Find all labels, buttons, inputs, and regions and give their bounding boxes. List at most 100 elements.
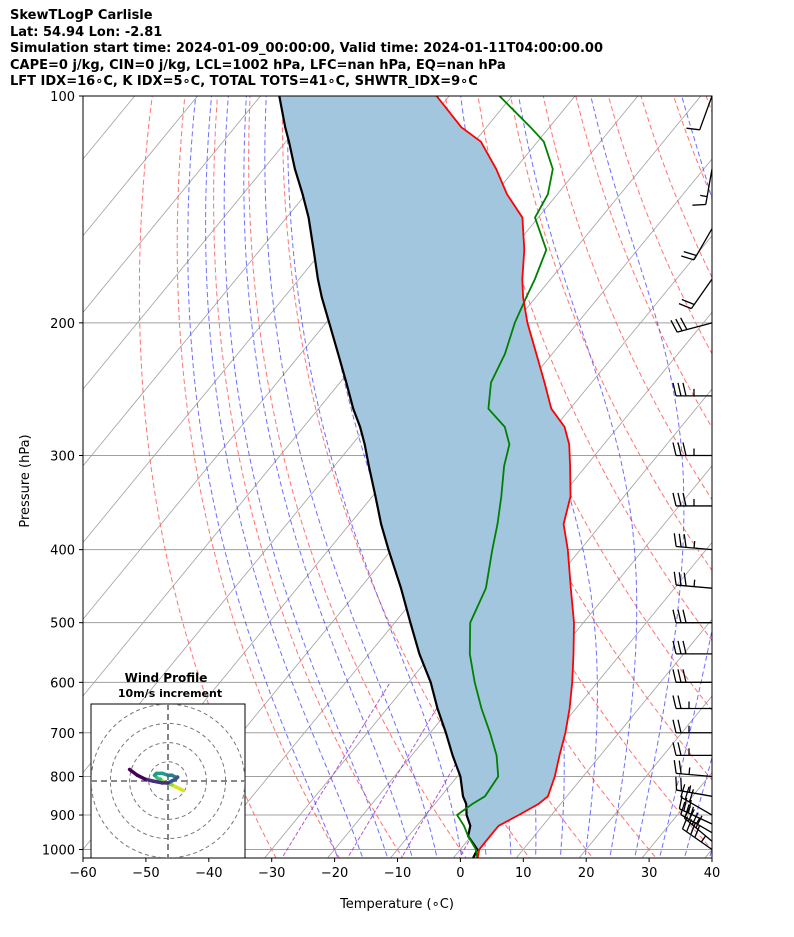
barb-shaft bbox=[680, 814, 713, 834]
barb-half-flag bbox=[700, 194, 708, 198]
barb-flag bbox=[680, 801, 686, 815]
moist-adiabat bbox=[708, 847, 712, 858]
wind-barb bbox=[686, 95, 713, 131]
location-line: Lat: 54.94 Lon: -2.81 bbox=[10, 24, 163, 40]
wind-barb bbox=[672, 442, 712, 457]
barb-flag bbox=[672, 695, 677, 709]
y-tick-label: 500 bbox=[50, 617, 75, 632]
barb-shaft bbox=[676, 789, 713, 797]
wind-barb bbox=[681, 228, 713, 261]
x-axis-label: Temperature (∘C) bbox=[339, 897, 454, 912]
barb-flag bbox=[682, 669, 687, 683]
barb-shaft bbox=[693, 228, 713, 261]
header: SkewTLogP Carlisle Lat: 54.94 Lon: -2.81… bbox=[10, 8, 603, 91]
barb-flag bbox=[686, 819, 693, 832]
wind-barb bbox=[672, 742, 712, 757]
barb-flag bbox=[680, 777, 683, 791]
wind-barb bbox=[672, 640, 712, 655]
x-tick-label: 20 bbox=[578, 866, 595, 881]
barb-flag bbox=[672, 442, 677, 456]
wind-barb bbox=[672, 695, 712, 710]
axes: −60 −50 −40 −30 −20 −10 0 10 20 30 40 1000 900 800 700… bbox=[42, 90, 720, 881]
isotherm-line bbox=[744, 23, 794, 887]
moist-adiabat bbox=[223, 96, 389, 858]
mixing-ratio-line bbox=[346, 682, 453, 858]
x-tick-label: 0 bbox=[456, 866, 464, 881]
moist-adiabat bbox=[590, 96, 685, 858]
x-tick-label: −50 bbox=[132, 866, 159, 881]
barb-flag bbox=[672, 492, 677, 507]
dry-adiabat bbox=[213, 96, 404, 858]
wind-barb bbox=[680, 784, 713, 816]
inset-content bbox=[91, 704, 245, 858]
moist-adiabat bbox=[187, 96, 339, 858]
dry-adiabat bbox=[248, 96, 467, 858]
barb-flag bbox=[692, 203, 706, 206]
barb-flag bbox=[678, 572, 682, 586]
barb-flag bbox=[673, 760, 677, 774]
y-tick-label: 300 bbox=[50, 450, 75, 465]
barb-flag bbox=[682, 609, 687, 623]
barb-flag bbox=[682, 442, 687, 456]
wind-barb bbox=[675, 776, 713, 797]
barb-half-flag bbox=[688, 785, 692, 793]
moist-adiabat bbox=[518, 96, 638, 858]
barb-flag bbox=[681, 255, 695, 261]
dry-adiabat bbox=[575, 96, 712, 429]
moist-adiabat bbox=[287, 96, 463, 858]
barb-flag bbox=[688, 789, 695, 803]
barb-shaft bbox=[690, 278, 713, 309]
dry-adiabat bbox=[672, 96, 712, 199]
x-tick-label: −20 bbox=[321, 866, 348, 881]
y-tick-label: 400 bbox=[50, 544, 75, 559]
barb-flag bbox=[683, 534, 687, 548]
dewpoint-line bbox=[455, 96, 554, 858]
barb-flag bbox=[684, 786, 690, 800]
isotherm-line bbox=[83, 96, 199, 237]
y-tick-label: 600 bbox=[50, 676, 75, 691]
barb-flag bbox=[672, 640, 677, 655]
x-tick-label: −40 bbox=[195, 866, 222, 881]
barb-flag bbox=[677, 695, 682, 709]
mixing-ratio-line bbox=[400, 682, 504, 858]
isotherm-line bbox=[0, 23, 6, 887]
barb-shaft bbox=[676, 772, 713, 778]
dry-adiabat bbox=[477, 96, 712, 642]
barb-flag bbox=[677, 609, 682, 623]
barb-shaft bbox=[677, 322, 713, 333]
barb-flag bbox=[681, 298, 695, 306]
wind-barb bbox=[672, 719, 712, 734]
cape-line: CAPE=0 j/kg, CIN=0 j/kg, LCL=1002 hPa, L… bbox=[10, 57, 506, 73]
barb-flag bbox=[678, 533, 682, 548]
chart-title: SkewTLogP Carlisle bbox=[10, 8, 153, 23]
barb-flag bbox=[675, 776, 678, 791]
barb-shaft bbox=[684, 817, 713, 842]
barb-flag bbox=[677, 742, 682, 756]
barb-flag bbox=[672, 719, 677, 733]
wind-barb bbox=[672, 609, 712, 624]
x-tick-label: 10 bbox=[515, 866, 532, 881]
barb-flag bbox=[677, 492, 682, 507]
barb-flag bbox=[677, 719, 682, 733]
barb-flag bbox=[694, 824, 701, 838]
barb-flag bbox=[670, 320, 678, 333]
x-tick-label: 30 bbox=[641, 866, 658, 881]
y-axis-label: Pressure (hPa) bbox=[18, 434, 33, 527]
y-tick-label: 800 bbox=[50, 770, 75, 785]
barb-half-flag bbox=[693, 541, 696, 549]
barb-flag bbox=[677, 382, 682, 396]
wind-barb bbox=[673, 571, 713, 589]
barb-shaft bbox=[680, 796, 713, 816]
index-line: LFT IDX=16∘C, K IDX=5∘C, TOTAL TOTS=41∘C… bbox=[10, 74, 478, 90]
dry-adiabat bbox=[138, 96, 277, 858]
barb-flag bbox=[690, 821, 697, 835]
barb-flag bbox=[677, 640, 682, 655]
y-tick-label: 1000 bbox=[42, 844, 75, 859]
dry-adiabat bbox=[705, 96, 712, 114]
barb-flag bbox=[672, 669, 677, 683]
isotherm-line bbox=[83, 96, 576, 697]
barb-flag bbox=[688, 806, 695, 820]
barb-shaft bbox=[682, 828, 713, 851]
barb-flag bbox=[683, 572, 687, 587]
